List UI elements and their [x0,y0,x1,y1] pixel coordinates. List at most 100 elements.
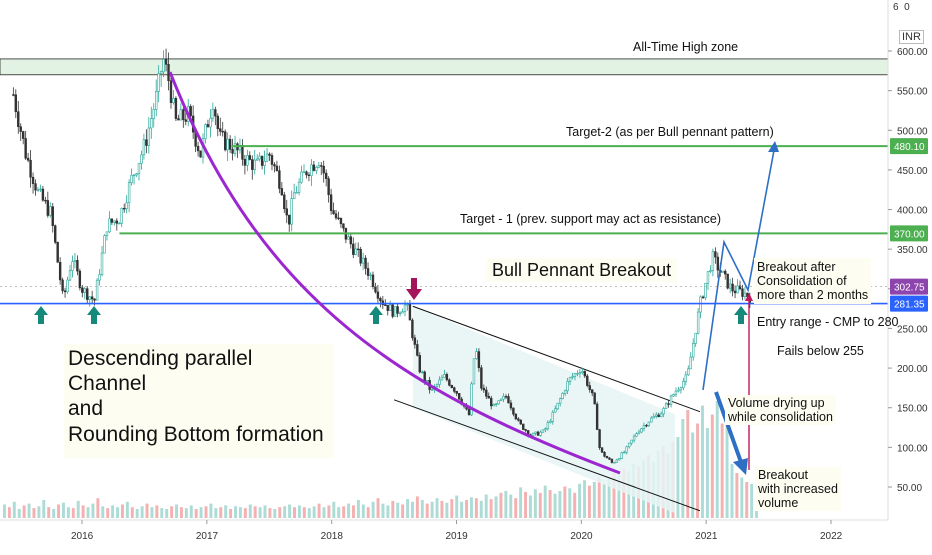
candle-body [339,217,343,225]
volume-bar [106,508,110,518]
volume-bar [293,507,296,518]
candle-body [677,389,680,392]
volume-bar [617,474,621,518]
candle-body [576,373,579,375]
candle-body [120,207,123,224]
candle-body [571,376,574,378]
volume-bar [111,505,115,518]
candle-body [157,73,160,92]
currency-fragment: 6 0 [893,2,910,13]
candle-body [98,274,101,281]
candle-body [58,261,62,281]
candle-body [68,270,72,281]
candle-body [61,279,64,292]
candle-body [403,304,407,313]
zones-layer [0,58,889,76]
candle-body [384,304,387,306]
candle-body [83,288,86,293]
candle-body [490,397,493,407]
candle-body [440,376,444,381]
volume-bar [735,473,739,518]
volume-bar [420,500,424,518]
target2-label: Target-2 (as per Bull pennant pattern) [566,125,774,139]
candle-body [366,268,370,276]
candle-body [430,389,434,391]
candle-body [46,200,50,216]
candle-body [566,381,569,392]
candle-body [73,259,77,262]
candle-body [44,199,47,202]
volume-bar [199,507,203,518]
volume-bar [691,432,695,518]
candle-body [118,222,121,225]
candle-body [625,446,628,453]
volume-bar [489,499,493,518]
candle-body [172,98,175,103]
candle-body [66,279,69,293]
candle-body [487,395,490,399]
volume-bar [37,506,41,518]
candle-body [342,223,345,229]
candle-body [445,374,449,381]
candle-body [684,374,688,382]
candle-body [416,344,419,356]
candle-body [371,274,375,287]
candle-body [182,109,185,121]
volume-bar [612,473,616,518]
volume-bar [27,503,31,518]
volume-bar [386,505,390,518]
candle-body [270,155,274,165]
candle-body [613,462,616,464]
candle-body [736,285,739,294]
candle-body [290,198,293,225]
candle-body [482,387,486,391]
candle-body [317,165,320,168]
volume-bar [676,437,680,518]
volume-bar [327,505,331,518]
y-tick-label: 50.00 [897,483,922,494]
candle-body [142,139,146,156]
volume-bar [686,410,690,518]
up-arrow-icon [34,306,48,324]
price-label-bg [890,295,928,312]
candle-body [260,155,264,166]
candle-body [706,271,710,284]
candle-body [544,428,547,431]
candle-body [285,208,288,216]
candle-body [352,243,355,255]
candle-body [470,383,473,416]
candle-body [539,431,542,436]
candle-body [206,124,210,128]
y-tick-label: 600.00 [897,47,928,58]
up-arrow-icon [87,306,101,324]
rounding-bottom-arc [168,71,621,475]
candle-body [140,154,143,164]
candle-body [556,402,559,410]
y-tick-label: 350.00 [897,245,928,256]
volume-bar [730,464,734,518]
candle-body [512,407,515,415]
volume-bar [533,489,537,518]
volume-bar [184,508,188,518]
candle-body [662,408,665,415]
volume-bar [548,490,552,518]
candle-body [71,261,74,271]
candle-body [12,94,15,96]
y-tick-label: 500.00 [897,126,928,137]
volume-bar [366,507,370,518]
volume-bar [189,505,193,518]
candle-body [147,127,151,146]
candle-body [24,138,27,159]
volume-bar [81,505,85,518]
candle-body [386,305,389,311]
candle-body [485,389,488,397]
candle-body [273,164,276,167]
candle-body [248,155,252,160]
candle-body [603,451,606,457]
volume-bar [22,505,26,518]
volume-bar [145,503,149,518]
candle-body [623,451,626,454]
candle-body [221,130,224,133]
candle-body [233,143,237,154]
